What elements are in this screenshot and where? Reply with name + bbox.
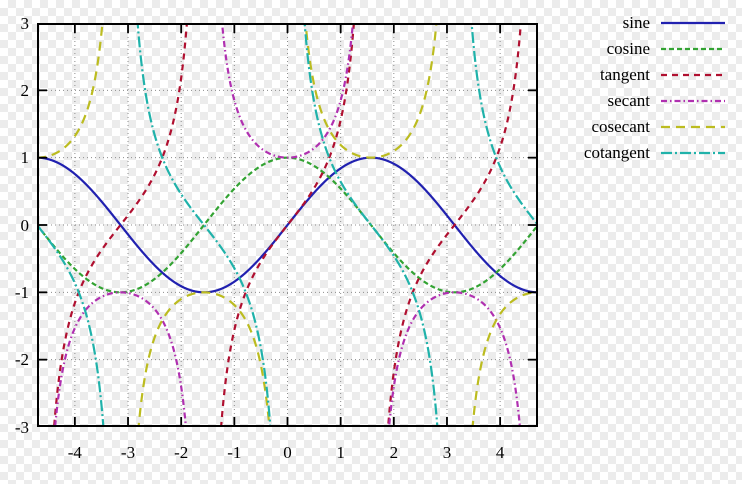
legend-item-cotangent: cotangent	[584, 140, 726, 166]
legend-line-sample	[661, 151, 725, 155]
curve-secant	[54, 25, 521, 425]
legend-line-sample	[661, 47, 725, 51]
legend-line-sample	[661, 73, 725, 77]
x-tick-label: -1	[227, 443, 242, 462]
x-tick-label: 4	[495, 443, 505, 462]
x-tick-label: -4	[67, 443, 82, 462]
plot-area	[37, 23, 538, 427]
y-tick-label: -2	[14, 350, 29, 370]
legend-item-sine: sine	[584, 10, 726, 36]
x-tick-label: -3	[120, 443, 136, 462]
curve-cotangent	[39, 25, 536, 425]
legend-label: tangent	[599, 65, 650, 84]
y-tick-label: -1	[14, 282, 29, 302]
x-tick-label: 2	[389, 443, 399, 462]
legend-label: secant	[607, 91, 650, 110]
y-tick-label: 3	[20, 13, 30, 33]
y-tick-label: 0	[20, 215, 30, 235]
curves-group	[39, 25, 536, 425]
plot-border	[37, 23, 538, 427]
legend-item-cosecant: cosecant	[584, 114, 726, 140]
legend-item-secant: secant	[584, 88, 726, 114]
legend-label: cosecant	[591, 117, 650, 136]
legend-line-sample	[661, 21, 725, 25]
curve-tangent	[53, 25, 522, 425]
legend-label: cosine	[606, 39, 650, 58]
legend-line-sample	[661, 125, 725, 129]
y-tick-label: 1	[20, 148, 30, 168]
legend-label: cotangent	[583, 143, 650, 162]
y-tick-label: -3	[14, 417, 29, 437]
legend: sine cosine tangent secant cosecant cotangent	[584, 10, 726, 166]
x-tick-label: 1	[336, 443, 345, 462]
x-tick-label: -2	[174, 443, 189, 462]
legend-item-cosine: cosine	[584, 36, 726, 62]
curve-cosecant	[39, 25, 536, 425]
x-tick-label: 0	[283, 443, 292, 462]
legend-label: sine	[622, 13, 650, 32]
legend-line-sample	[661, 99, 725, 103]
legend-item-tangent: tangent	[584, 62, 726, 88]
y-tick-label: 2	[20, 80, 30, 100]
x-tick-label: 3	[442, 443, 452, 462]
